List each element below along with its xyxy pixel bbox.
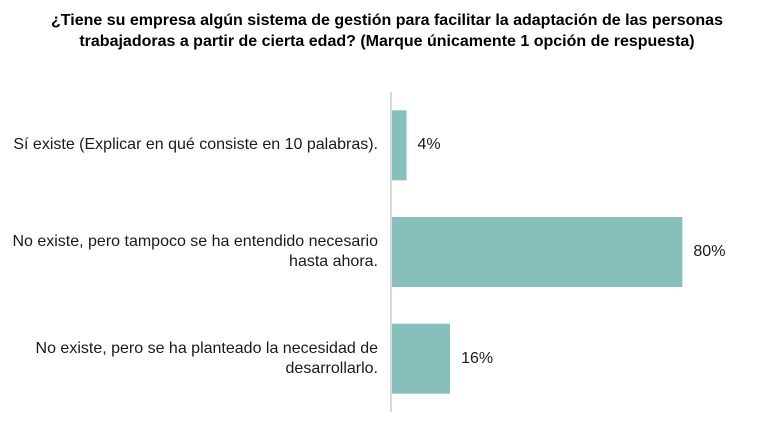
data-label-1: 4% bbox=[417, 136, 441, 154]
category-label-2: No existe, pero tampoco se ha entendido … bbox=[12, 233, 378, 270]
category-label-3: No existe, pero se ha planteado la neces… bbox=[35, 339, 378, 377]
bar-2 bbox=[392, 217, 683, 287]
bar-1 bbox=[392, 110, 407, 181]
category-label-1: Sí existe (Explicar en qué consiste en 1… bbox=[13, 136, 378, 154]
chart-title: ¿Tiene su empresa algún sistema de gesti… bbox=[51, 12, 723, 50]
data-label-3: 16% bbox=[461, 349, 494, 367]
bar-3 bbox=[392, 323, 451, 394]
data-label-2: 80% bbox=[693, 243, 726, 260]
bars-group bbox=[392, 110, 683, 394]
